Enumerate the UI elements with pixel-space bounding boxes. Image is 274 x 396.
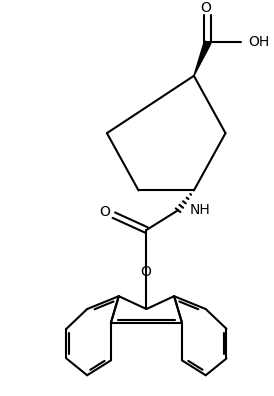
Text: OH: OH xyxy=(248,35,269,49)
Text: O: O xyxy=(140,265,151,278)
Polygon shape xyxy=(194,41,211,76)
Text: O: O xyxy=(99,205,110,219)
Text: O: O xyxy=(200,1,211,15)
Text: NH: NH xyxy=(190,203,211,217)
